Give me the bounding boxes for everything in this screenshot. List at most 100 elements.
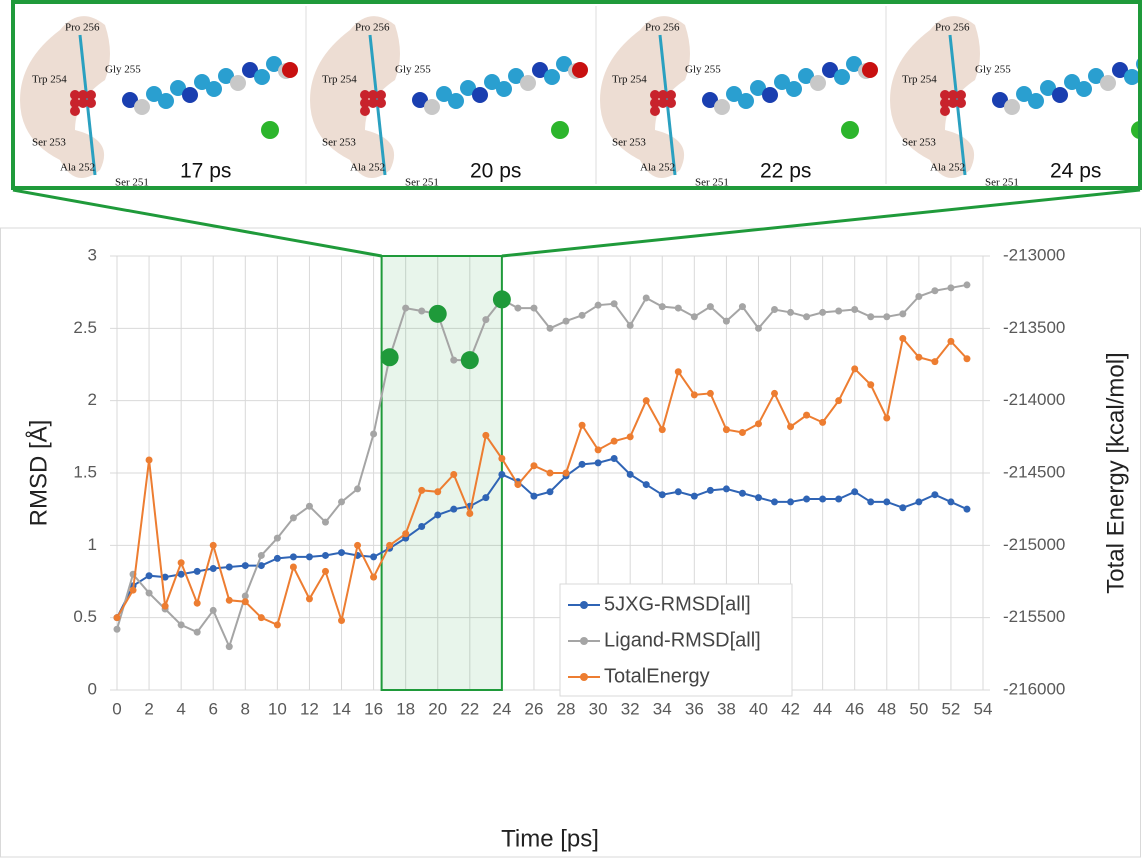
atom <box>508 68 524 84</box>
protein-surface <box>600 16 690 178</box>
data-point <box>674 304 682 312</box>
data-point <box>241 598 249 606</box>
atom <box>424 99 440 115</box>
x-tick-label: 38 <box>717 699 736 718</box>
y-tick-label: 1 <box>88 535 97 554</box>
atom <box>956 90 966 100</box>
data-point <box>289 563 297 571</box>
data-point <box>947 284 955 292</box>
data-point <box>562 317 570 325</box>
data-point <box>819 308 827 316</box>
data-point <box>658 491 666 499</box>
data-point <box>851 365 859 373</box>
data-point <box>418 307 426 315</box>
atom <box>360 98 370 108</box>
data-point <box>722 426 730 434</box>
atom <box>146 86 162 102</box>
atom <box>532 62 548 78</box>
atom <box>86 98 96 108</box>
data-point <box>803 495 811 503</box>
data-point <box>434 511 442 519</box>
data-point <box>578 311 586 319</box>
data-point <box>514 304 522 312</box>
data-point <box>787 423 795 431</box>
data-point <box>787 498 795 506</box>
atom <box>762 87 778 103</box>
data-point <box>161 573 169 581</box>
atom <box>956 98 966 108</box>
y-tick-label: 0.5 <box>73 607 97 626</box>
data-point <box>225 643 233 651</box>
atom <box>810 75 826 91</box>
legend-swatch <box>580 637 588 645</box>
atom <box>702 92 718 108</box>
atom <box>666 98 676 108</box>
atom <box>940 90 950 100</box>
data-point <box>835 307 843 315</box>
x-tick-label: 50 <box>909 699 928 718</box>
atom <box>261 121 279 139</box>
residue-label: Trp 254 <box>902 74 937 86</box>
atom <box>666 90 676 100</box>
atom <box>841 121 859 139</box>
atom <box>1064 74 1080 90</box>
data-point <box>674 368 682 376</box>
y2-tick-label: -216000 <box>1003 679 1065 698</box>
data-point <box>626 321 634 329</box>
data-point <box>402 304 410 312</box>
x-tick-label: 52 <box>941 699 960 718</box>
atom <box>122 92 138 108</box>
data-point <box>738 489 746 497</box>
residue-label: Ser 251 <box>985 177 1019 189</box>
x-tick-label: 14 <box>332 699 351 718</box>
data-point <box>257 614 265 622</box>
atom <box>834 69 850 85</box>
data-point <box>883 414 891 422</box>
residue-label: Gly 255 <box>105 64 141 76</box>
data-point <box>161 602 169 610</box>
legend-swatch <box>580 601 588 609</box>
y2-tick-label: -213500 <box>1003 318 1065 337</box>
data-point <box>113 625 121 633</box>
atom <box>484 74 500 90</box>
data-point <box>257 562 265 570</box>
x-axis-title: Time [ps] <box>501 825 599 852</box>
atom <box>650 98 660 108</box>
data-point <box>899 310 907 318</box>
chart-border <box>0 227 1141 858</box>
residue-label: Pro 256 <box>935 22 970 34</box>
residue-label: Pro 256 <box>645 22 680 34</box>
panel-time: 22 ps <box>760 160 811 183</box>
residue-label: Ser 253 <box>322 137 356 149</box>
data-point <box>321 567 329 575</box>
data-point <box>835 495 843 503</box>
residue-label: Ser 253 <box>32 137 66 149</box>
atom <box>194 74 210 90</box>
data-point <box>241 592 249 600</box>
legend-label: TotalEnergy <box>604 665 710 687</box>
residue-label: Trp 254 <box>612 74 647 86</box>
x-tick-label: 0 <box>112 699 121 718</box>
x-tick-label: 16 <box>364 699 383 718</box>
data-point <box>594 301 602 309</box>
data-point <box>354 485 362 493</box>
data-point <box>642 481 650 489</box>
data-point <box>899 504 907 512</box>
panel-time: 24 ps <box>1050 160 1101 183</box>
data-point <box>338 549 346 557</box>
data-point <box>546 469 554 477</box>
atom <box>650 106 660 116</box>
zoom-line <box>12 188 382 258</box>
data-point <box>257 551 265 559</box>
x-tick-label: 42 <box>781 699 800 718</box>
data-point <box>209 606 217 614</box>
y2-tick-label: -213000 <box>1003 245 1065 264</box>
data-point <box>867 381 875 389</box>
atom <box>822 62 838 78</box>
residue-label: Ser 253 <box>612 137 646 149</box>
data-point <box>578 421 586 429</box>
atom <box>376 90 386 100</box>
x-tick-label: 44 <box>813 699 832 718</box>
data-point <box>963 281 971 289</box>
residue-label: Pro 256 <box>355 22 390 34</box>
